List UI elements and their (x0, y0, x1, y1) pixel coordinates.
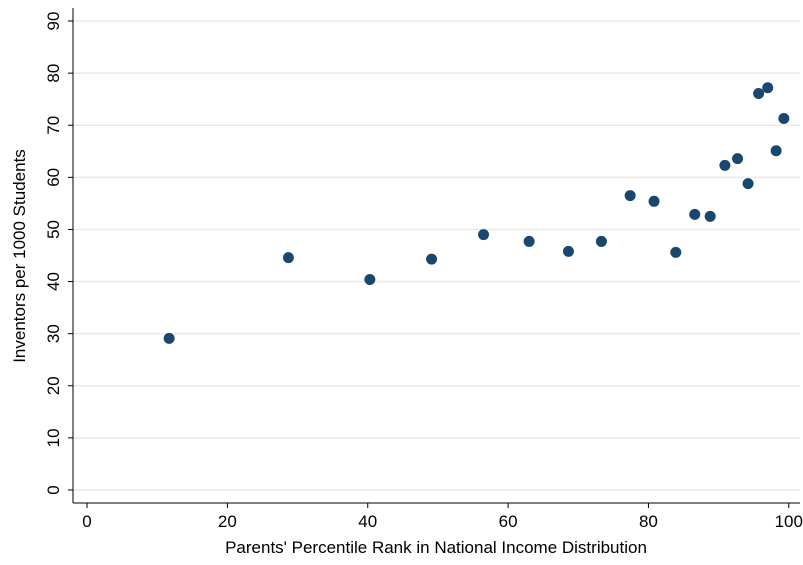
y-axis-title: Inventors per 1000 Students (10, 149, 29, 363)
point (523, 235, 535, 247)
point (562, 245, 574, 257)
y-tick-label: 60 (44, 168, 63, 187)
y-tick-label: 70 (44, 116, 63, 135)
y-tick-label: 20 (44, 376, 63, 395)
point (478, 229, 490, 241)
point (689, 208, 701, 220)
point (778, 112, 790, 124)
y-tick-label: 10 (44, 428, 63, 447)
point (762, 82, 774, 94)
x-tick-label: 60 (499, 512, 518, 531)
point (704, 210, 716, 222)
y-tick-label: 30 (44, 324, 63, 343)
point (648, 195, 660, 207)
point (670, 246, 682, 258)
x-tick-label: 80 (639, 512, 658, 531)
y-tick-label: 80 (44, 64, 63, 83)
point (624, 190, 636, 202)
x-tick-label: 100 (775, 512, 803, 531)
point (163, 332, 175, 344)
x-tick-label: 20 (218, 512, 237, 531)
point (732, 153, 744, 165)
x-tick-label: 0 (82, 512, 91, 531)
y-tick-label: 90 (44, 12, 63, 31)
x-axis-title: Parents' Percentile Rank in National Inc… (225, 538, 647, 557)
y-tick-label: 50 (44, 220, 63, 239)
point (282, 252, 294, 264)
point (753, 87, 765, 99)
x-tick-label: 40 (358, 512, 377, 531)
point (426, 253, 438, 265)
point (770, 145, 782, 157)
point (595, 235, 607, 247)
y-tick-label: 0 (44, 485, 63, 494)
point (364, 273, 376, 285)
point (719, 159, 731, 171)
point (742, 178, 754, 190)
y-tick-label: 40 (44, 272, 63, 291)
